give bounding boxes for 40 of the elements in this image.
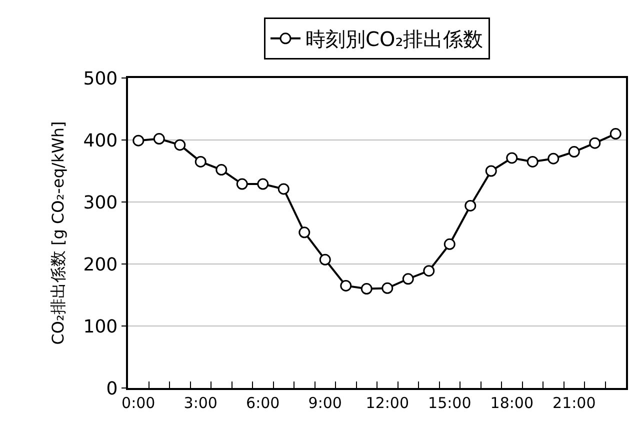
point: [464, 200, 476, 212]
point: [589, 137, 601, 149]
y-tick-label: 400: [83, 130, 118, 152]
point: [548, 152, 560, 164]
point: [423, 265, 435, 277]
point: [194, 156, 206, 168]
point: [444, 238, 456, 250]
x-tick-label: 18:00: [490, 394, 534, 412]
x-tick-label: 15:00: [428, 394, 472, 412]
point: [257, 178, 269, 190]
y-tick-label: 500: [83, 68, 118, 90]
y-tick-label: 200: [83, 254, 118, 276]
point: [278, 183, 290, 195]
y-axis-title: CO₂排出係数 [g CO₂-eq/kWh]: [48, 121, 68, 345]
point: [506, 152, 518, 164]
point: [340, 280, 352, 292]
point: [174, 139, 186, 151]
x-tick-label: 3:00: [184, 394, 218, 412]
y-tick-label: 100: [83, 316, 118, 338]
x-tick-label: 12:00: [366, 394, 409, 412]
point: [319, 254, 331, 266]
x-tick-label: 9:00: [308, 394, 342, 412]
point: [382, 282, 394, 294]
point: [526, 156, 538, 168]
point: [298, 226, 310, 238]
point: [236, 178, 248, 190]
y-tick-label: 300: [83, 192, 118, 214]
point: [485, 165, 497, 177]
x-tick-label: 6:00: [246, 394, 280, 412]
y-tick-label: 0: [106, 378, 118, 400]
point: [402, 273, 414, 285]
point: [216, 164, 228, 176]
legend-label: 時刻別CO₂排出係数: [306, 27, 484, 52]
point: [360, 283, 372, 295]
point: [568, 146, 580, 158]
point: [610, 128, 622, 140]
x-tick-label: 21:00: [552, 394, 596, 412]
x-tick-label: 0:00: [122, 394, 156, 412]
point: [132, 134, 144, 146]
point: [153, 133, 165, 145]
